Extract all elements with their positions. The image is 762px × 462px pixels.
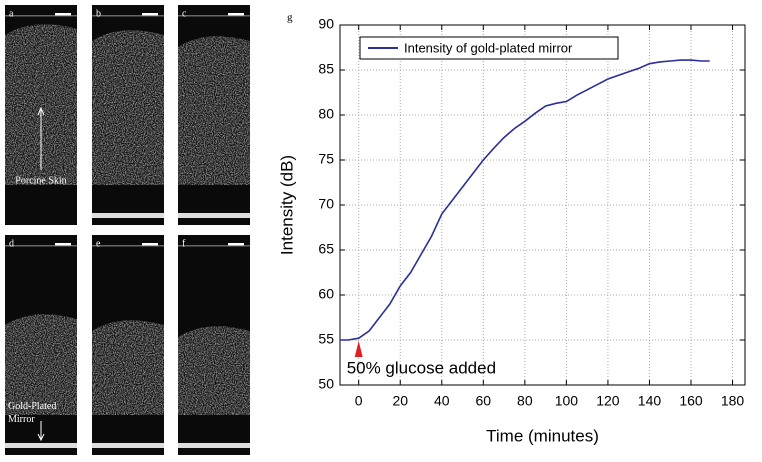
annotation-text: Porcine Skin (15, 175, 66, 186)
y-tick-label: 65 (318, 241, 334, 257)
panel-label: b (96, 8, 101, 19)
chart: g 50 55 60 65 70 75 80 85 90 0 20 40 60 80 100 120 140 160… (277, 12, 746, 445)
oct-image: f (178, 235, 250, 455)
scale-bar (142, 243, 158, 246)
x-tick-label: 160 (679, 393, 703, 409)
scale-bar (55, 13, 71, 16)
y-axis-label: Intensity (dB) (277, 155, 296, 255)
mirror-reflection (178, 443, 250, 448)
x-tick-label: 180 (721, 393, 745, 409)
arrow-head (37, 433, 45, 442)
surface-line (92, 15, 164, 17)
panel-label: d (9, 238, 14, 249)
panel-label: g (287, 12, 293, 24)
panel-label: a (9, 8, 14, 19)
legend-box (359, 36, 619, 60)
x-tick-label: 80 (517, 393, 533, 409)
tissue (5, 24, 77, 186)
oct-image: c (178, 5, 250, 225)
tissue (92, 30, 164, 186)
oct-image: e (92, 235, 164, 455)
y-tick-label: 85 (318, 61, 334, 77)
x-axis-label: Time (minutes) (486, 426, 599, 445)
mirror-reflection (5, 443, 77, 448)
tissue (178, 326, 250, 415)
scale-bar (142, 13, 158, 16)
panel-label: c (182, 8, 187, 19)
x-tick-label: 0 (355, 393, 363, 409)
plot-frame (339, 24, 746, 386)
y-tick-label: 90 (318, 16, 334, 32)
x-tick-label: 40 (434, 393, 450, 409)
y-tick-label: 55 (318, 331, 334, 347)
tissue (92, 320, 164, 415)
surface-line (178, 245, 250, 247)
oct-image: a Porcine Skin (5, 5, 77, 225)
oct-image: b (92, 5, 164, 225)
y-tick-label: 70 (318, 196, 334, 212)
surface-line (5, 15, 77, 17)
mirror-reflection (178, 213, 250, 218)
image-panels: a Porcine Skin b c d Gold-Plated Mirror e f (5, 5, 250, 455)
surface-line (178, 15, 250, 17)
tissue (5, 314, 77, 415)
oct-image: d Gold-Plated Mirror (5, 235, 77, 455)
surface-line (92, 245, 164, 247)
scale-bar (55, 243, 71, 246)
y-tick-label: 80 (318, 106, 334, 122)
y-tick-label: 50 (318, 376, 334, 392)
mirror-reflection (92, 443, 164, 448)
x-tick-label: 120 (596, 393, 620, 409)
tissue (178, 36, 250, 186)
scale-bar (228, 243, 244, 246)
panel-label: f (182, 238, 186, 249)
annotation-text: 50% glucose added (347, 358, 496, 377)
annotation-arrow (354, 341, 363, 357)
x-tick-label: 20 (392, 393, 408, 409)
annotation-text: Gold-Plated Mirror (8, 401, 56, 425)
arrow-head (37, 106, 45, 116)
legend-label: Intensity of gold-plated mirror (404, 40, 573, 55)
x-tick-label: 140 (638, 393, 662, 409)
data-line (340, 59, 710, 341)
surface-line (5, 245, 77, 247)
mirror-reflection (92, 213, 164, 218)
x-tick-label: 60 (476, 393, 492, 409)
y-tick-label: 60 (318, 286, 334, 302)
x-tick-label: 100 (555, 393, 579, 409)
panel-label: e (96, 238, 101, 249)
scale-bar (228, 13, 244, 16)
y-tick-label: 75 (318, 151, 334, 167)
